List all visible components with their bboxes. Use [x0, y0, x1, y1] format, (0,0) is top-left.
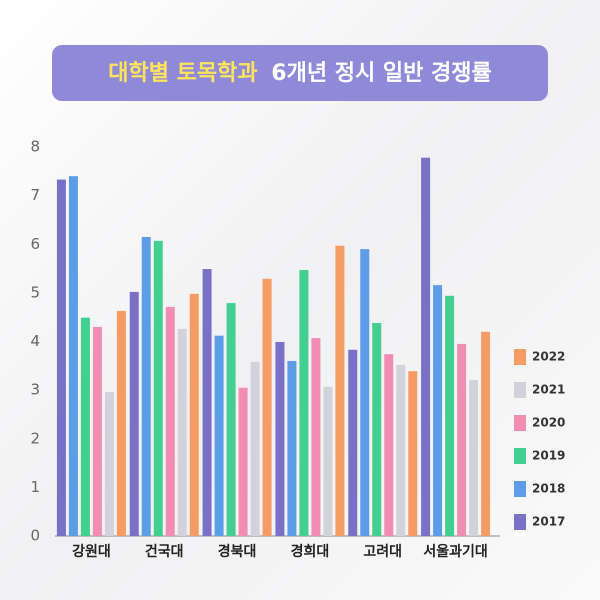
bar	[165, 306, 175, 536]
y-tick-label: 5	[30, 283, 40, 301]
y-tick-label: 6	[30, 235, 40, 253]
title-box	[52, 45, 548, 101]
legend-swatch	[514, 415, 526, 431]
bar	[104, 392, 114, 536]
legend-swatch	[514, 382, 526, 398]
x-tick-label: 서울과기대	[423, 543, 487, 560]
bar	[214, 335, 224, 536]
x-tick-label: 강원대	[72, 543, 111, 560]
title-rest: 6개년 정시 일반 경쟁률	[271, 61, 491, 86]
bar	[116, 310, 126, 536]
bar	[80, 317, 90, 536]
bar	[275, 341, 285, 536]
bar	[408, 371, 418, 536]
bar	[421, 157, 431, 536]
bar	[141, 236, 151, 537]
bar	[433, 285, 443, 536]
y-tick-label: 3	[30, 381, 40, 399]
bar	[68, 176, 78, 537]
y-tick-label: 8	[30, 138, 40, 156]
bar	[262, 278, 272, 536]
x-tick-label: 경북대	[218, 543, 257, 560]
bar	[153, 240, 163, 536]
bar	[372, 323, 382, 536]
bar	[202, 269, 212, 536]
y-tick-label: 0	[30, 527, 40, 545]
bar	[384, 354, 394, 536]
x-tick-label: 고려대	[363, 543, 402, 560]
bar	[92, 326, 102, 536]
bar	[348, 349, 358, 536]
bar	[250, 361, 260, 536]
bar	[469, 379, 479, 536]
bar	[189, 293, 199, 536]
bar	[238, 387, 248, 536]
bar	[323, 386, 333, 536]
bar	[177, 328, 187, 536]
bar	[457, 343, 467, 536]
bar	[396, 364, 406, 536]
y-tick-label: 1	[30, 478, 40, 496]
bar	[129, 291, 139, 536]
legend-swatch	[514, 448, 526, 464]
bar	[226, 303, 236, 536]
bar	[445, 295, 455, 536]
bar	[335, 245, 345, 537]
legend-label: 2021	[532, 383, 565, 397]
legend-label: 2017	[532, 515, 565, 529]
legend-swatch	[514, 349, 526, 365]
bar	[360, 249, 370, 537]
bar	[481, 331, 491, 536]
y-tick-label: 2	[30, 429, 40, 447]
bar	[299, 270, 309, 536]
title-highlight: 대학별 토목학과	[108, 61, 257, 86]
x-tick-label: 경희대	[291, 543, 330, 560]
bar	[311, 338, 321, 536]
chart-title: 대학별 토목학과 6개년 정시 일반 경쟁률	[108, 61, 491, 86]
legend-label: 2020	[532, 416, 565, 430]
bar	[56, 179, 66, 537]
y-tick-label: 4	[30, 332, 40, 350]
legend-label: 2018	[532, 482, 565, 496]
legend-swatch	[514, 481, 526, 497]
legend-label: 2022	[532, 350, 565, 364]
bar	[287, 360, 297, 536]
legend-swatch	[514, 514, 526, 530]
legend-label: 2019	[532, 449, 565, 463]
x-tick-label: 건국대	[145, 543, 184, 560]
y-tick-label: 7	[30, 186, 40, 204]
